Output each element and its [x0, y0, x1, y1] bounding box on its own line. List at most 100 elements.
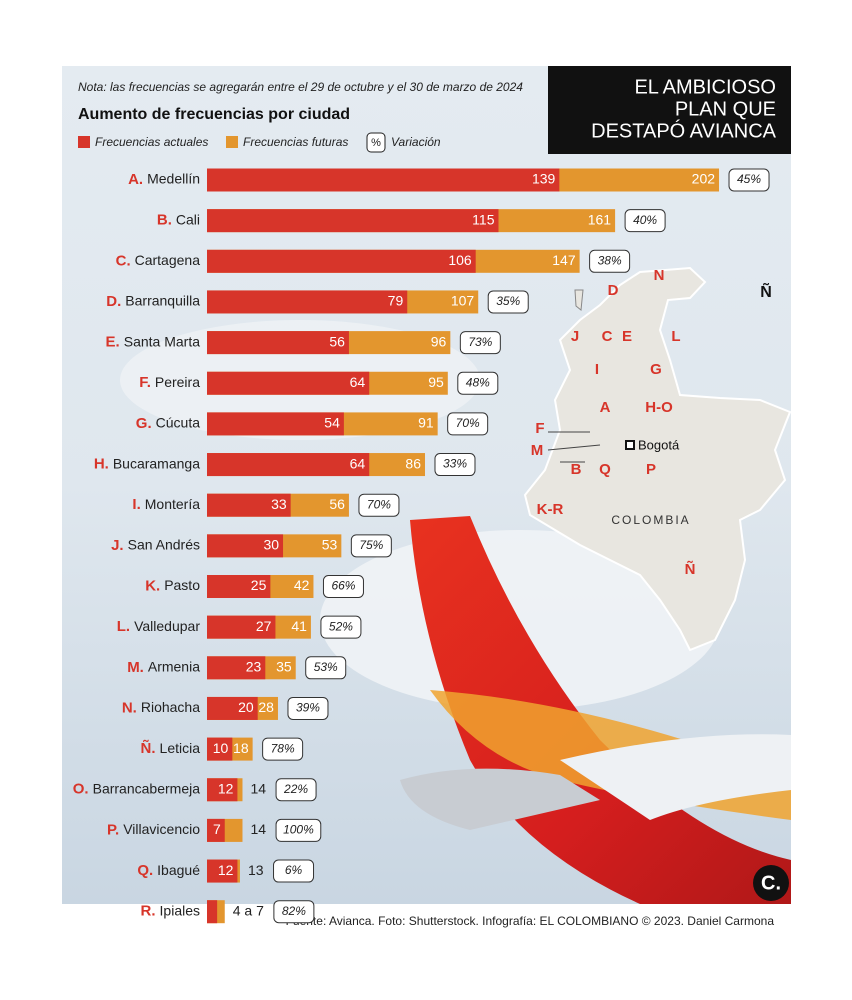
category-letter: P. [107, 821, 119, 838]
headline: DESTAPÓ AVIANCA [591, 119, 777, 142]
map-label: I [595, 361, 599, 378]
bar [207, 737, 233, 761]
value-label: 25 [251, 577, 267, 593]
category-label: San Andrés [128, 537, 200, 553]
value-label: 42 [294, 577, 310, 593]
value-label: 41 [291, 618, 307, 634]
category-label: Medellín [147, 171, 200, 187]
variation-label: 73% [468, 335, 492, 349]
category-label: Ipiales [160, 902, 200, 918]
bar [207, 575, 271, 598]
map-label: F [535, 420, 544, 437]
map-label: N [654, 267, 665, 284]
value-label: 4 a 7 [233, 902, 264, 918]
map-label: J [571, 328, 579, 345]
category-letter: Q. [137, 862, 153, 879]
category-label: Riohacha [141, 699, 200, 715]
value-label: 23 [246, 659, 262, 675]
value-label: 14 [250, 821, 266, 837]
legend-swatch [226, 136, 238, 148]
variation-pill [262, 737, 304, 761]
map-island [574, 289, 584, 311]
capital-label: Bogotá [638, 437, 680, 452]
variation-label: 70% [367, 497, 391, 511]
chart-title: Aumento de frecuencias por ciudad [78, 106, 350, 123]
map-label: P [646, 461, 656, 478]
map-label: D [608, 282, 619, 299]
value-label: 96 [431, 333, 447, 349]
category-letter: F. [139, 374, 151, 391]
variation-label: 33% [443, 457, 467, 471]
headline-box [548, 66, 791, 154]
value-label: 27 [256, 618, 272, 634]
map-label: L [671, 328, 680, 345]
variation-pill [459, 331, 501, 355]
stabilizer [400, 768, 600, 830]
bar [207, 696, 258, 720]
bar [207, 168, 560, 192]
value-label: 107 [451, 293, 475, 309]
value-label: 56 [329, 333, 345, 349]
variation-pill [447, 412, 489, 436]
category-letter: C. [116, 252, 131, 269]
bar [207, 371, 370, 395]
bar [207, 778, 238, 802]
category-letter: L. [117, 618, 130, 635]
category-letter: H. [94, 456, 109, 473]
legend-label: Frecuencias actuales [95, 135, 208, 149]
category-letter: J. [111, 537, 124, 554]
category-label: Cali [176, 211, 200, 227]
variation-label: 48% [466, 375, 490, 389]
map-label: M [531, 442, 544, 459]
variation-pill [275, 818, 322, 842]
variation-pill [287, 696, 329, 720]
capital-marker [625, 440, 635, 450]
note: Nota: las frecuencias se agregarán entre… [78, 80, 523, 94]
variation-pill [457, 371, 499, 395]
value-label: 7 [213, 821, 221, 837]
value-label: 14 [250, 780, 266, 796]
variation-pill [273, 900, 315, 924]
value-label: 161 [588, 211, 612, 227]
variation-pill [275, 778, 317, 802]
variation-pill [434, 453, 476, 477]
value-label: 53 [322, 537, 338, 553]
variation-label: 38% [598, 253, 622, 267]
bar [207, 331, 349, 355]
category-label: Cúcuta [156, 415, 201, 431]
category-label: Leticia [160, 740, 201, 756]
map-label: H-O [645, 399, 673, 416]
map-label: C [602, 328, 613, 345]
variation-label: 100% [283, 823, 314, 837]
value-label: 33 [271, 496, 287, 512]
value-label: 35 [276, 659, 292, 675]
value-label: 79 [388, 293, 404, 309]
category-letter: D. [106, 293, 121, 310]
bar [207, 453, 370, 477]
category-label: Bucaramanga [113, 455, 200, 471]
value-label: 20 [238, 699, 254, 715]
logo [753, 865, 789, 901]
source: Fuente: Avianca. Foto: Shutterstock. Inf… [286, 914, 775, 928]
value-label: 12 [218, 780, 234, 796]
country-label: COLOMBIA [611, 513, 690, 527]
variation-pill [320, 615, 362, 639]
variation-pill [624, 209, 666, 233]
map-colombia [523, 266, 792, 652]
category-label: Valledupar [134, 618, 200, 634]
category-letter: G. [136, 415, 152, 432]
bar [207, 290, 408, 314]
plane-body [560, 734, 791, 820]
category-letter: Ñ. [141, 739, 156, 757]
category-label: Pereira [155, 374, 200, 390]
category-label: Barranquilla [125, 293, 200, 309]
map-label: K-R [537, 501, 564, 518]
category-letter: N. [122, 699, 137, 716]
value-label: 95 [428, 374, 444, 390]
bar [207, 656, 266, 680]
logo-text: C. [761, 872, 781, 894]
variation-label: 70% [456, 416, 480, 430]
map-label: Q [599, 461, 611, 478]
map-label: A [600, 399, 611, 416]
legend-swatch [78, 136, 90, 148]
